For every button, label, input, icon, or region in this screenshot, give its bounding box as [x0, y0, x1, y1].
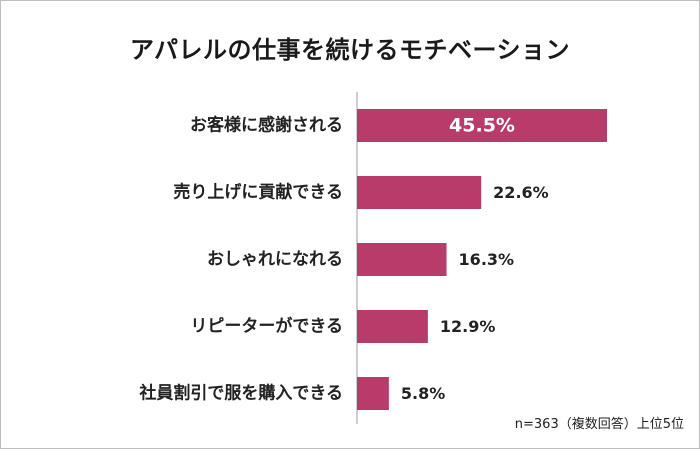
- category-label: おしゃれになれる: [207, 250, 343, 270]
- category-label: お客様に感謝される: [190, 115, 343, 136]
- bar: [357, 109, 607, 142]
- bar: [357, 243, 447, 276]
- data-label: 45.5%: [449, 115, 515, 137]
- data-label: 5.8%: [401, 384, 445, 403]
- bar: [357, 176, 482, 209]
- bar: [357, 377, 389, 410]
- sample-note: n=363（複数回答）上位5位: [514, 417, 684, 432]
- category-label: 社員割引で服を購入できる: [138, 383, 343, 404]
- data-label: 22.6%: [493, 183, 549, 202]
- bar: [357, 310, 428, 343]
- data-label: 16.3%: [459, 250, 515, 269]
- category-label: 売り上げに貢献できる: [173, 182, 343, 203]
- category-label: リピーターができる: [190, 316, 343, 337]
- data-label: 12.9%: [440, 317, 496, 336]
- chart-title: アパレルの仕事を続けるモチベーション: [129, 36, 571, 64]
